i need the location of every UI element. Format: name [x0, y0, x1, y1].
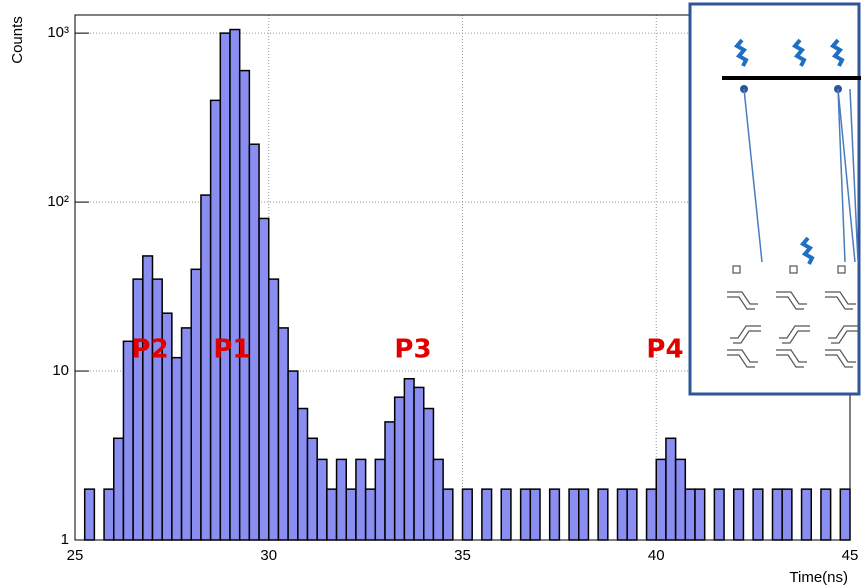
bar: [443, 489, 453, 540]
bar: [424, 409, 434, 540]
bar: [114, 438, 124, 540]
bar: [753, 489, 763, 540]
bar: [656, 459, 666, 540]
y-axis-label: Counts: [9, 16, 26, 64]
bar: [550, 489, 560, 540]
bar: [366, 489, 376, 540]
bar: [191, 269, 201, 540]
bar: [734, 489, 744, 540]
bar: [182, 328, 192, 540]
bar: [269, 279, 279, 540]
x-tick-label: 40: [648, 547, 665, 564]
bar: [337, 459, 347, 540]
bar: [298, 409, 308, 540]
bar: [773, 489, 783, 540]
bar: [695, 489, 705, 540]
bar: [404, 379, 414, 540]
bar: [249, 144, 259, 540]
bar: [220, 33, 230, 540]
bar: [521, 489, 531, 540]
peak-label: P2: [131, 335, 168, 365]
bar: [821, 489, 831, 540]
bar: [375, 459, 385, 540]
bar: [85, 489, 95, 540]
bar: [395, 397, 405, 540]
bar: [346, 489, 356, 540]
peak-label: P4: [646, 335, 683, 365]
chart: Counts Time(ns) 1 10 10² 10³ 25 30 35 40 45 P2 P1 P…: [0, 0, 861, 587]
y-tick-label: 1: [61, 531, 69, 548]
bar: [240, 71, 250, 540]
bar: [414, 387, 424, 540]
x-tick-label: 25: [67, 547, 84, 564]
y-tick-label: 10: [52, 362, 69, 379]
bar: [230, 30, 240, 540]
bar: [598, 489, 608, 540]
peak-label: P1: [213, 335, 250, 365]
bar: [647, 489, 657, 540]
peak-label: P3: [394, 335, 431, 365]
bar: [618, 489, 628, 540]
bar: [211, 100, 221, 540]
bar: [104, 489, 114, 540]
bar: [627, 489, 637, 540]
bar: [463, 489, 473, 540]
bar: [782, 489, 792, 540]
bar: [433, 459, 443, 540]
bar: [308, 438, 318, 540]
x-axis-label: Time(ns): [789, 569, 848, 586]
bar: [123, 341, 133, 540]
bar: [385, 422, 395, 540]
bar: [530, 489, 540, 540]
bar: [153, 279, 163, 540]
inset-diagram: [690, 4, 861, 394]
bar: [840, 489, 850, 540]
bar: [569, 489, 579, 540]
bar: [259, 218, 269, 540]
bar: [685, 489, 695, 540]
bar: [501, 489, 511, 540]
y-tick-label: 10³: [47, 24, 69, 41]
bar: [356, 459, 366, 540]
bar: [666, 438, 676, 540]
bar: [201, 195, 211, 540]
y-tick-label: 10²: [47, 193, 69, 210]
bar: [714, 489, 724, 540]
bar: [143, 256, 153, 540]
bar: [676, 459, 686, 540]
x-tick-label: 30: [260, 547, 277, 564]
bar: [579, 489, 589, 540]
x-tick-label: 35: [454, 547, 471, 564]
bar: [278, 328, 288, 540]
x-tick-label: 45: [842, 547, 859, 564]
bar: [172, 358, 182, 540]
bar: [288, 371, 298, 540]
bar: [802, 489, 812, 540]
bar: [133, 279, 143, 540]
bar: [317, 459, 327, 540]
bar: [482, 489, 492, 540]
bar: [327, 489, 337, 540]
